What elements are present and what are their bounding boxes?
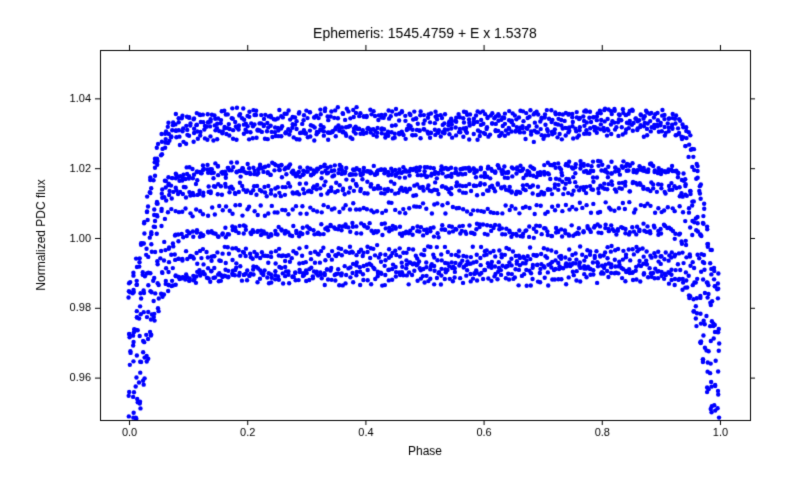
- phase-flux-chart: Ephemeris: 1545.4759 + E x 1.5378 Phase …: [0, 0, 800, 500]
- chart-canvas: [0, 0, 800, 500]
